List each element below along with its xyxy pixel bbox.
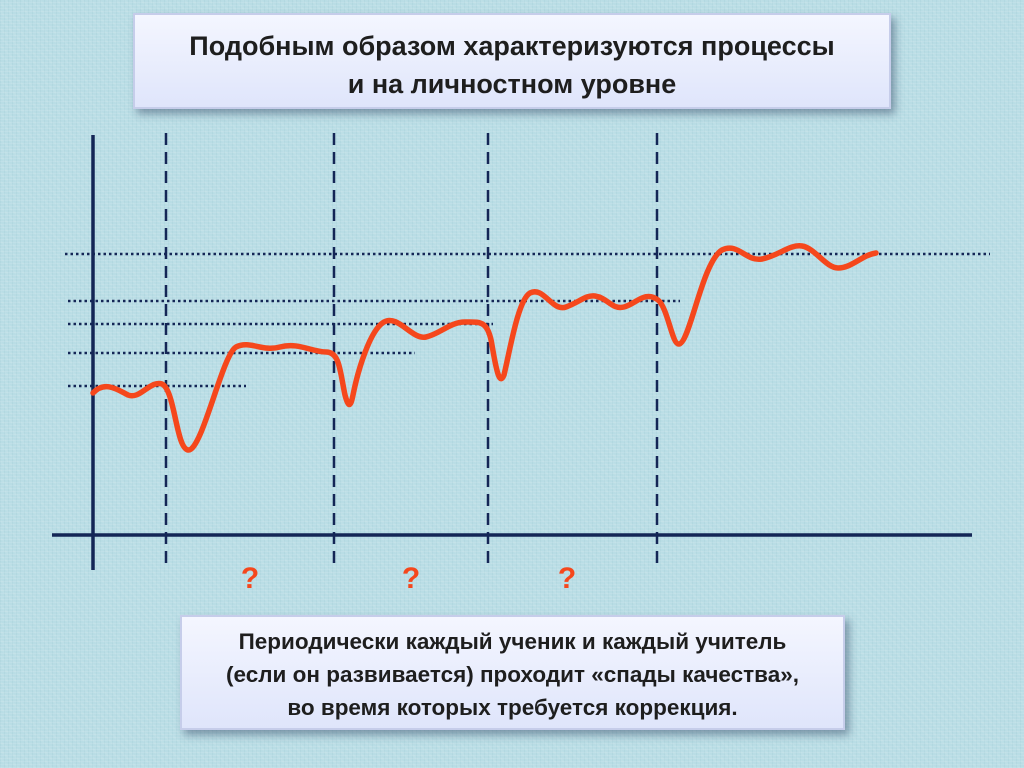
question-marker-1: ? [241,562,259,595]
development-curve [90,243,879,453]
level-lines [65,252,990,388]
question-marker-2: ? [402,562,420,595]
title-line-2: и на личностном уровне [347,69,677,99]
caption-line-3: во время которых требуется коррекция. [287,695,738,720]
caption-box: Периодически каждый ученик и каждый учит… [180,615,845,730]
caption-line-1: Периодически каждый ученик и каждый учит… [238,629,787,654]
title-box: Подобным образом характеризуются процесс… [133,13,891,109]
question-marker-3: ? [558,562,576,595]
period-lines [164,133,659,570]
caption-line-2: (если он развивается) проходит «спады ка… [226,662,799,687]
title-line-1: Подобным образом характеризуются процесс… [189,31,835,61]
